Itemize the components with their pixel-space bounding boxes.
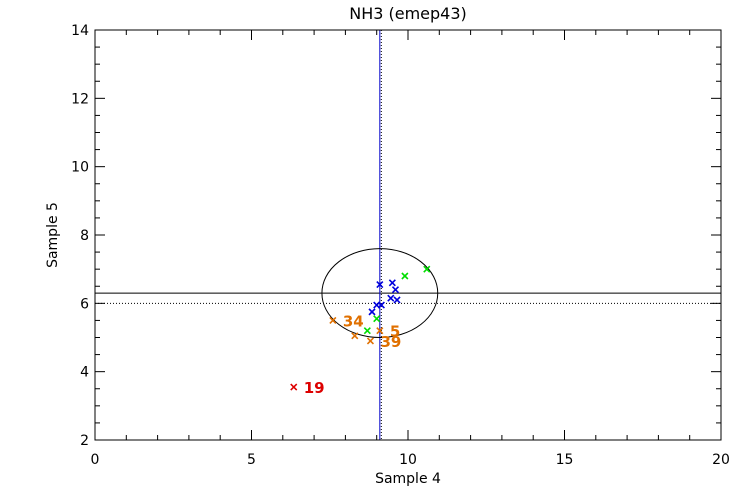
data-point-label: 34 [343, 312, 364, 330]
data-point-stroke [377, 301, 385, 309]
data-point-stroke [376, 327, 384, 335]
data-point [423, 265, 431, 273]
data-point [376, 280, 384, 289]
data-point [373, 315, 381, 323]
data-point [329, 316, 337, 324]
x-tick-label: 5 [247, 452, 256, 468]
y-tick-label: 8 [80, 228, 89, 244]
x-axis: 0 5 10 15 20 [91, 30, 730, 468]
y-tick-label: 2 [80, 433, 89, 449]
data-point-stroke [388, 279, 396, 287]
y-tick-label: 14 [71, 23, 89, 39]
data-point [368, 308, 376, 316]
data-point-stroke [351, 332, 359, 340]
data-point-stroke [393, 296, 401, 304]
data-point-stroke [363, 327, 371, 335]
chart-title: NH3 (emep43) [349, 4, 467, 23]
data-point-stroke [376, 280, 384, 289]
plot-frame [94, 29, 722, 441]
data-point [290, 383, 298, 391]
data-point [351, 332, 359, 340]
data-point-stroke [368, 308, 376, 316]
data-point [387, 294, 395, 302]
y-tick-label: 12 [71, 91, 89, 107]
data-point-label: 39 [380, 333, 401, 351]
data-point-stroke [391, 286, 400, 294]
data-point [393, 296, 401, 304]
data-point-stroke [366, 337, 375, 345]
data-point-label: 5 [390, 323, 400, 341]
data-point-stroke [290, 383, 298, 391]
y-tick-label: 10 [71, 160, 89, 176]
y-tick-label: 4 [80, 365, 89, 381]
y-tick-label: 6 [80, 296, 89, 312]
y-axis: 2 4 6 8 10 12 14 [71, 23, 721, 449]
data-point-stroke [423, 265, 431, 273]
x-tick-label: 15 [556, 452, 574, 468]
data-point [388, 279, 396, 287]
data-point [376, 327, 384, 335]
x-tick-label: 10 [399, 452, 417, 468]
x-tick-label: 20 [712, 452, 730, 468]
data-point-stroke [387, 294, 395, 302]
data-point [391, 286, 400, 294]
data-point [363, 327, 371, 335]
data-point [401, 272, 409, 280]
data-point [377, 301, 385, 309]
x-axis-label: Sample 4 [375, 471, 441, 487]
data-point [366, 337, 375, 345]
data-point-stroke [401, 272, 409, 280]
data-point-stroke [373, 315, 381, 323]
x-tick-label: 0 [91, 452, 100, 468]
y-axis-label: Sample 5 [45, 202, 61, 268]
confidence-ellipse [321, 248, 439, 339]
plot-area: 34 395 19 [95, 30, 721, 440]
data-point-stroke [329, 316, 337, 324]
data-point-label: 19 [304, 379, 325, 397]
